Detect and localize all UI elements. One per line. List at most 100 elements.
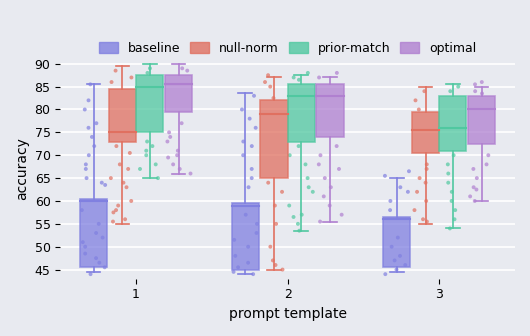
- Point: [98, 180, 106, 185]
- Point: [396, 253, 404, 258]
- Point: [422, 219, 431, 224]
- Point: [401, 262, 410, 268]
- Point: [303, 175, 312, 181]
- Point: [272, 221, 280, 226]
- Point: [109, 219, 117, 224]
- Point: [84, 125, 93, 130]
- Point: [116, 162, 124, 167]
- Point: [248, 143, 256, 149]
- Point: [295, 77, 303, 82]
- Point: [289, 75, 298, 80]
- Point: [84, 98, 93, 103]
- Point: [466, 194, 474, 199]
- Point: [166, 134, 174, 140]
- Point: [316, 219, 324, 224]
- Bar: [260, 100, 288, 178]
- Point: [419, 217, 427, 222]
- Point: [127, 75, 136, 80]
- X-axis label: prompt template: prompt template: [228, 307, 347, 321]
- Point: [107, 175, 115, 181]
- Point: [416, 175, 424, 181]
- Point: [234, 264, 242, 270]
- Bar: [109, 89, 136, 141]
- Point: [178, 66, 187, 71]
- Point: [295, 228, 304, 234]
- Point: [320, 194, 328, 199]
- Point: [278, 267, 287, 272]
- Point: [251, 125, 260, 130]
- Point: [394, 235, 402, 240]
- Point: [381, 173, 389, 178]
- Bar: [136, 75, 163, 132]
- Point: [414, 107, 423, 112]
- Point: [473, 175, 481, 181]
- Legend: baseline, null-norm, prior-match, optimal: baseline, null-norm, prior-match, optima…: [94, 37, 481, 60]
- Point: [478, 79, 486, 85]
- Point: [420, 88, 429, 94]
- Point: [252, 230, 261, 236]
- Point: [99, 235, 107, 240]
- Point: [269, 258, 277, 263]
- Point: [261, 79, 269, 85]
- Point: [264, 73, 272, 78]
- Point: [315, 75, 323, 80]
- Point: [472, 187, 481, 192]
- Point: [169, 162, 178, 167]
- Point: [278, 189, 286, 195]
- Point: [230, 237, 239, 243]
- Point: [478, 91, 486, 96]
- Point: [119, 180, 128, 185]
- Point: [264, 180, 272, 185]
- Point: [175, 166, 184, 172]
- Point: [316, 153, 325, 158]
- Point: [92, 121, 101, 126]
- Point: [248, 166, 256, 172]
- Point: [301, 162, 310, 167]
- Point: [285, 203, 294, 208]
- Y-axis label: accuracy: accuracy: [15, 137, 29, 200]
- Point: [304, 184, 313, 190]
- Point: [244, 184, 253, 190]
- Point: [136, 166, 144, 172]
- Point: [238, 107, 246, 112]
- Point: [143, 139, 152, 144]
- Point: [82, 175, 91, 181]
- Point: [392, 267, 401, 272]
- Point: [186, 171, 195, 176]
- Point: [471, 88, 480, 94]
- Point: [148, 143, 157, 149]
- Point: [308, 189, 317, 195]
- Point: [332, 143, 341, 149]
- Point: [253, 221, 261, 226]
- Point: [121, 217, 129, 222]
- Point: [333, 70, 341, 76]
- Point: [325, 203, 334, 208]
- Bar: [232, 203, 259, 269]
- Point: [386, 207, 394, 213]
- Point: [87, 134, 96, 140]
- Point: [294, 143, 303, 149]
- Point: [152, 162, 160, 167]
- Point: [126, 150, 134, 156]
- Point: [294, 221, 302, 226]
- Point: [266, 84, 275, 89]
- Point: [449, 153, 458, 158]
- Point: [127, 198, 136, 204]
- Point: [77, 207, 86, 213]
- Point: [81, 251, 90, 256]
- Point: [471, 198, 479, 204]
- Point: [109, 210, 118, 215]
- Point: [114, 203, 122, 208]
- Point: [249, 271, 258, 277]
- Point: [86, 82, 94, 87]
- Point: [422, 198, 430, 204]
- Point: [92, 255, 100, 261]
- Point: [82, 166, 90, 172]
- Point: [413, 189, 421, 195]
- Point: [231, 253, 240, 258]
- Point: [122, 184, 131, 190]
- Point: [173, 153, 181, 158]
- Point: [381, 271, 390, 277]
- Point: [446, 88, 455, 94]
- Point: [124, 166, 132, 172]
